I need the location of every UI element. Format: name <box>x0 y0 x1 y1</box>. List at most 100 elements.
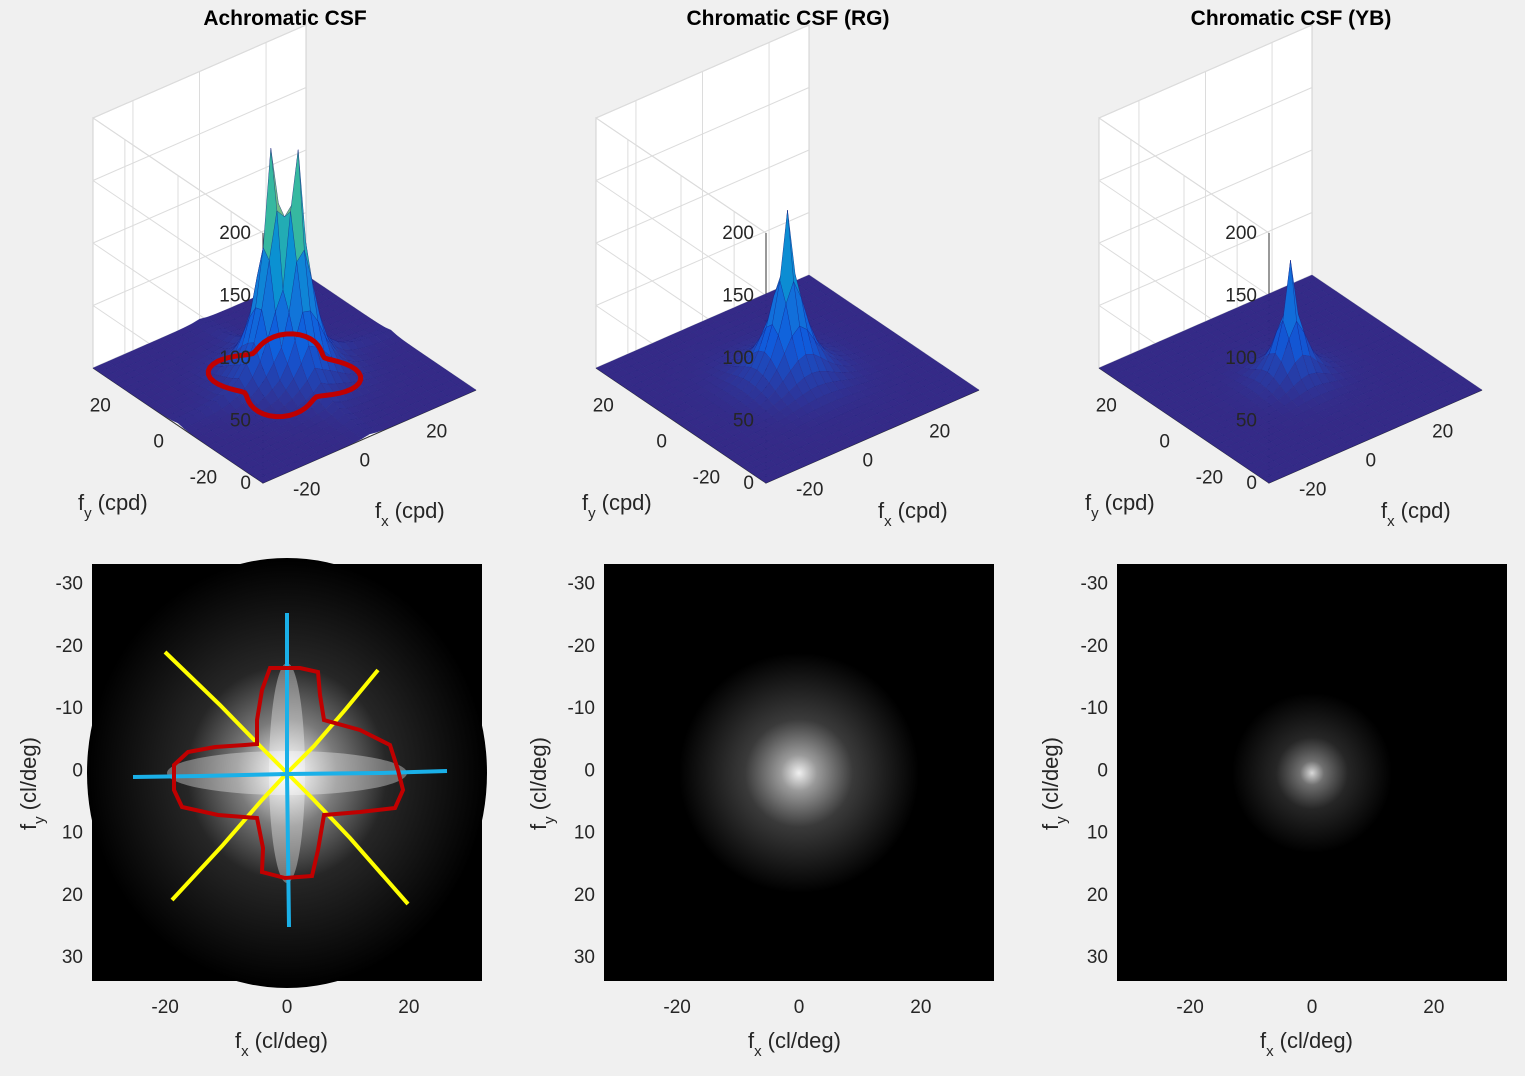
y-tick-label: -20 <box>1196 467 1223 488</box>
z-gridline <box>1097 87 1313 296</box>
y-tick-label: -10 <box>56 698 83 719</box>
y-tick-label: 10 <box>574 823 595 844</box>
contour-overlay <box>172 666 406 881</box>
y-tick-label: -30 <box>56 574 83 595</box>
z-gridline <box>594 24 810 234</box>
z-tick-label: 0 <box>240 473 251 494</box>
y-axis-label: fy (cpd) <box>78 490 148 522</box>
y-tick-label: -20 <box>190 467 217 488</box>
z-tick-label: 50 <box>1236 411 1257 432</box>
y-tick-label: 30 <box>574 947 595 968</box>
surface-cell <box>256 475 272 484</box>
x-tick-labels: -20 0 20 <box>1299 421 1453 500</box>
y-tick-label: -20 <box>568 636 595 657</box>
z-gridline <box>91 24 307 234</box>
y-tick-label: -20 <box>1081 636 1108 657</box>
x-tick-labels: -20 0 20 <box>1176 997 1444 1018</box>
x-tick-labels: -20 0 20 <box>293 421 447 500</box>
z-tick-label: 50 <box>230 411 251 432</box>
x-tick-labels: -20 0 20 <box>663 997 931 1018</box>
y-tick-label: 10 <box>62 823 83 844</box>
y-tick-labels: -20 0 20 <box>90 396 217 489</box>
z-tick-label: 50 <box>733 411 754 432</box>
y-tick-labels: -30 -20 -10 0 10 20 30 <box>568 574 595 968</box>
z-tick-labels: 0 50 100 150 200 <box>1225 223 1257 494</box>
x-tick-label: 20 <box>1432 421 1453 442</box>
z-tick-label: 200 <box>219 223 251 244</box>
x-tick-label: 20 <box>910 997 931 1018</box>
z-tick-label: 150 <box>1225 286 1257 307</box>
y-tick-label: 0 <box>1159 432 1170 453</box>
surface-mesh <box>92 148 477 484</box>
y-tick-label: 20 <box>62 885 83 906</box>
x-tick-label: -20 <box>293 480 320 501</box>
z-tick-labels: 0 50 100 150 200 <box>722 223 754 494</box>
heatmap-panel-rg: -30 -20 -10 0 10 20 30 -20 0 20 fx (cl/deg) fy(cl… <box>526 564 994 1060</box>
surface-mesh <box>595 210 980 484</box>
y-tick-label: 10 <box>1087 823 1108 844</box>
contour-overlay-3d <box>205 331 364 420</box>
y-tick-label: 20 <box>593 396 614 417</box>
x-axis-label: fx (cpd) <box>1381 498 1451 530</box>
chart-title: Achromatic CSF <box>203 7 367 30</box>
vertical-line <box>285 613 291 928</box>
x-axis-label: fx (cl/deg) <box>748 1028 841 1060</box>
y-tick-label: 30 <box>1087 947 1108 968</box>
x-axis-label: fx (cpd) <box>878 498 948 530</box>
y-tick-label: -30 <box>1081 574 1108 595</box>
y-tick-labels: -20 0 20 <box>1096 396 1223 489</box>
x-tick-labels: -20 0 20 <box>151 997 419 1018</box>
z-tick-label: 200 <box>1225 223 1257 244</box>
y-tick-labels: -20 0 20 <box>593 396 720 489</box>
surface-panel-achromatic: Achromatic CSF 0 50 100 150 200 -20 0 20 -20 0 2… <box>78 7 478 530</box>
y-tick-label: -20 <box>56 636 83 657</box>
heatmap-panel-achromatic: -30 -20 -10 0 10 20 30 -20 0 20 fx (cl/deg) fy(cl… <box>16 558 487 1060</box>
heatmap-glow-center <box>1232 693 1392 853</box>
x-tick-label: -20 <box>1299 480 1326 501</box>
x-axis-label: fx (cl/deg) <box>235 1028 328 1060</box>
y-tick-label: -20 <box>693 467 720 488</box>
y-axis-label: fy(cl/deg) <box>1038 737 1070 830</box>
y-tick-label: -10 <box>1081 698 1108 719</box>
x-tick-label: 20 <box>929 421 950 442</box>
z-tick-label: 0 <box>1246 473 1257 494</box>
y-axis-label: fy (cpd) <box>1085 490 1155 522</box>
y-tick-label: 0 <box>1097 760 1108 781</box>
heatmap-glow-center <box>679 653 919 893</box>
x-tick-label: 0 <box>1307 997 1318 1018</box>
y-tick-labels: -30 -20 -10 0 10 20 30 <box>1081 574 1108 968</box>
y-tick-label: 0 <box>72 760 83 781</box>
z-gridline <box>1097 24 1313 234</box>
x-tick-label: 0 <box>1366 451 1377 472</box>
x-tick-label: 0 <box>863 451 874 472</box>
x-tick-label: 20 <box>426 421 447 442</box>
z-tick-label: 100 <box>219 348 251 369</box>
y-tick-label: 20 <box>574 885 595 906</box>
y-tick-label: 0 <box>153 432 164 453</box>
y-tick-label: 0 <box>584 760 595 781</box>
y-axis-label: fy(cl/deg) <box>526 737 558 830</box>
heatmap-panel-yb: -30 -20 -10 0 10 20 30 -20 0 20 fx (cl/deg) fy(cl… <box>1038 564 1507 1060</box>
x-tick-label: 0 <box>360 451 371 472</box>
z-tick-label: 200 <box>722 223 754 244</box>
x-tick-label: 20 <box>398 997 419 1018</box>
y-tick-label: 20 <box>1096 396 1117 417</box>
x-tick-label: -20 <box>796 480 823 501</box>
x-tick-labels: -20 0 20 <box>796 421 950 500</box>
z-tick-label: 100 <box>722 348 754 369</box>
x-tick-label: 20 <box>1423 997 1444 1018</box>
y-tick-label: 0 <box>656 432 667 453</box>
z-tick-label: 150 <box>722 286 754 307</box>
y-tick-label: 20 <box>1087 885 1108 906</box>
z-tick-label: 150 <box>219 286 251 307</box>
y-axis-label: fy (cpd) <box>582 490 652 522</box>
x-tick-label: 0 <box>794 997 805 1018</box>
z-tick-label: 0 <box>743 473 754 494</box>
y-axis-label: fy(cl/deg) <box>16 737 48 830</box>
y-tick-label: -10 <box>568 698 595 719</box>
chart-title: Chromatic CSF (RG) <box>686 7 889 30</box>
x-tick-label: -20 <box>663 997 690 1018</box>
